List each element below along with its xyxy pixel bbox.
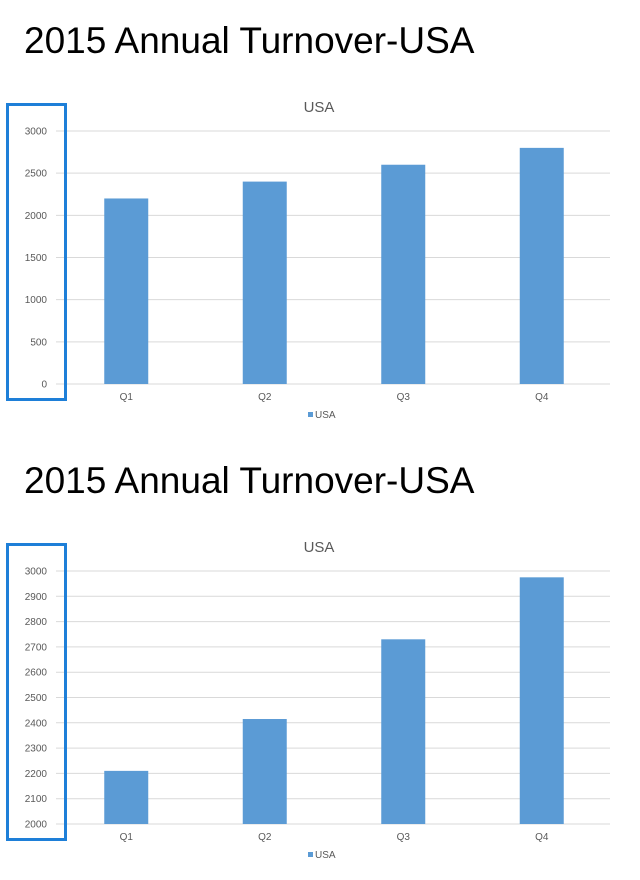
x-tick-label: Q4 xyxy=(535,392,549,403)
x-tick-label: Q4 xyxy=(535,832,549,843)
y-tick-label: 2300 xyxy=(25,744,48,755)
x-tick-label: Q3 xyxy=(397,832,411,843)
y-tick-label: 2500 xyxy=(25,693,48,704)
bar xyxy=(381,639,426,824)
y-tick-label: 2700 xyxy=(25,642,48,653)
y-axis-highlight-box xyxy=(6,543,67,841)
bar xyxy=(242,719,287,824)
x-tick-label: Q3 xyxy=(397,392,411,403)
bar-chart: USA 0 500 1000 1500 2000 2500 3000 Q1 Q2 Q3 Q4 USA xyxy=(6,99,610,421)
bar xyxy=(104,198,149,384)
bar-chart: USA 2000 2100 2200 2300 2400 2500 2600 2700 2800 2… xyxy=(6,539,610,861)
y-axis-highlight-box xyxy=(6,103,67,401)
y-tick-label: 0 xyxy=(41,380,47,391)
chart-heading: 2015 Annual Turnover-USA xyxy=(24,460,475,501)
y-tick-label: 2500 xyxy=(25,169,48,180)
y-tick-label: 3000 xyxy=(25,567,48,578)
legend-swatch xyxy=(308,852,313,857)
y-tick-label: 1500 xyxy=(25,253,48,264)
legend-label: USA xyxy=(315,410,336,421)
x-tick-label: Q2 xyxy=(258,832,272,843)
chart-panel-2: 2015 Annual Turnover-USA USA 2000 2100 2200… xyxy=(0,440,640,880)
chart-panel-1: 2015 Annual Turnover-USA USA 0 500 1000 1500… xyxy=(6,20,610,421)
y-tick-label: 2000 xyxy=(25,211,48,222)
x-tick-label: Q1 xyxy=(120,392,134,403)
y-tick-label: 2400 xyxy=(25,718,48,729)
bar xyxy=(519,147,564,384)
bar xyxy=(242,181,287,384)
chart-title: USA xyxy=(304,99,335,116)
y-tick-label: 2200 xyxy=(25,769,48,780)
y-tick-label: 2000 xyxy=(25,820,48,831)
y-tick-label: 2800 xyxy=(25,617,48,628)
x-tick-label: Q1 xyxy=(120,832,134,843)
y-tick-label: 500 xyxy=(30,337,47,348)
legend-label: USA xyxy=(315,850,336,861)
y-tick-label: 1000 xyxy=(25,295,48,306)
chart-heading: 2015 Annual Turnover-USA xyxy=(24,20,475,61)
bar xyxy=(104,770,149,824)
bar xyxy=(381,164,426,384)
chart-title: USA xyxy=(304,539,335,556)
y-tick-label: 2900 xyxy=(25,592,48,603)
bar xyxy=(519,577,564,824)
legend-swatch xyxy=(308,412,313,417)
y-tick-label: 3000 xyxy=(25,127,48,138)
y-tick-label: 2600 xyxy=(25,668,48,679)
y-tick-label: 2100 xyxy=(25,794,48,805)
x-tick-label: Q2 xyxy=(258,392,272,403)
